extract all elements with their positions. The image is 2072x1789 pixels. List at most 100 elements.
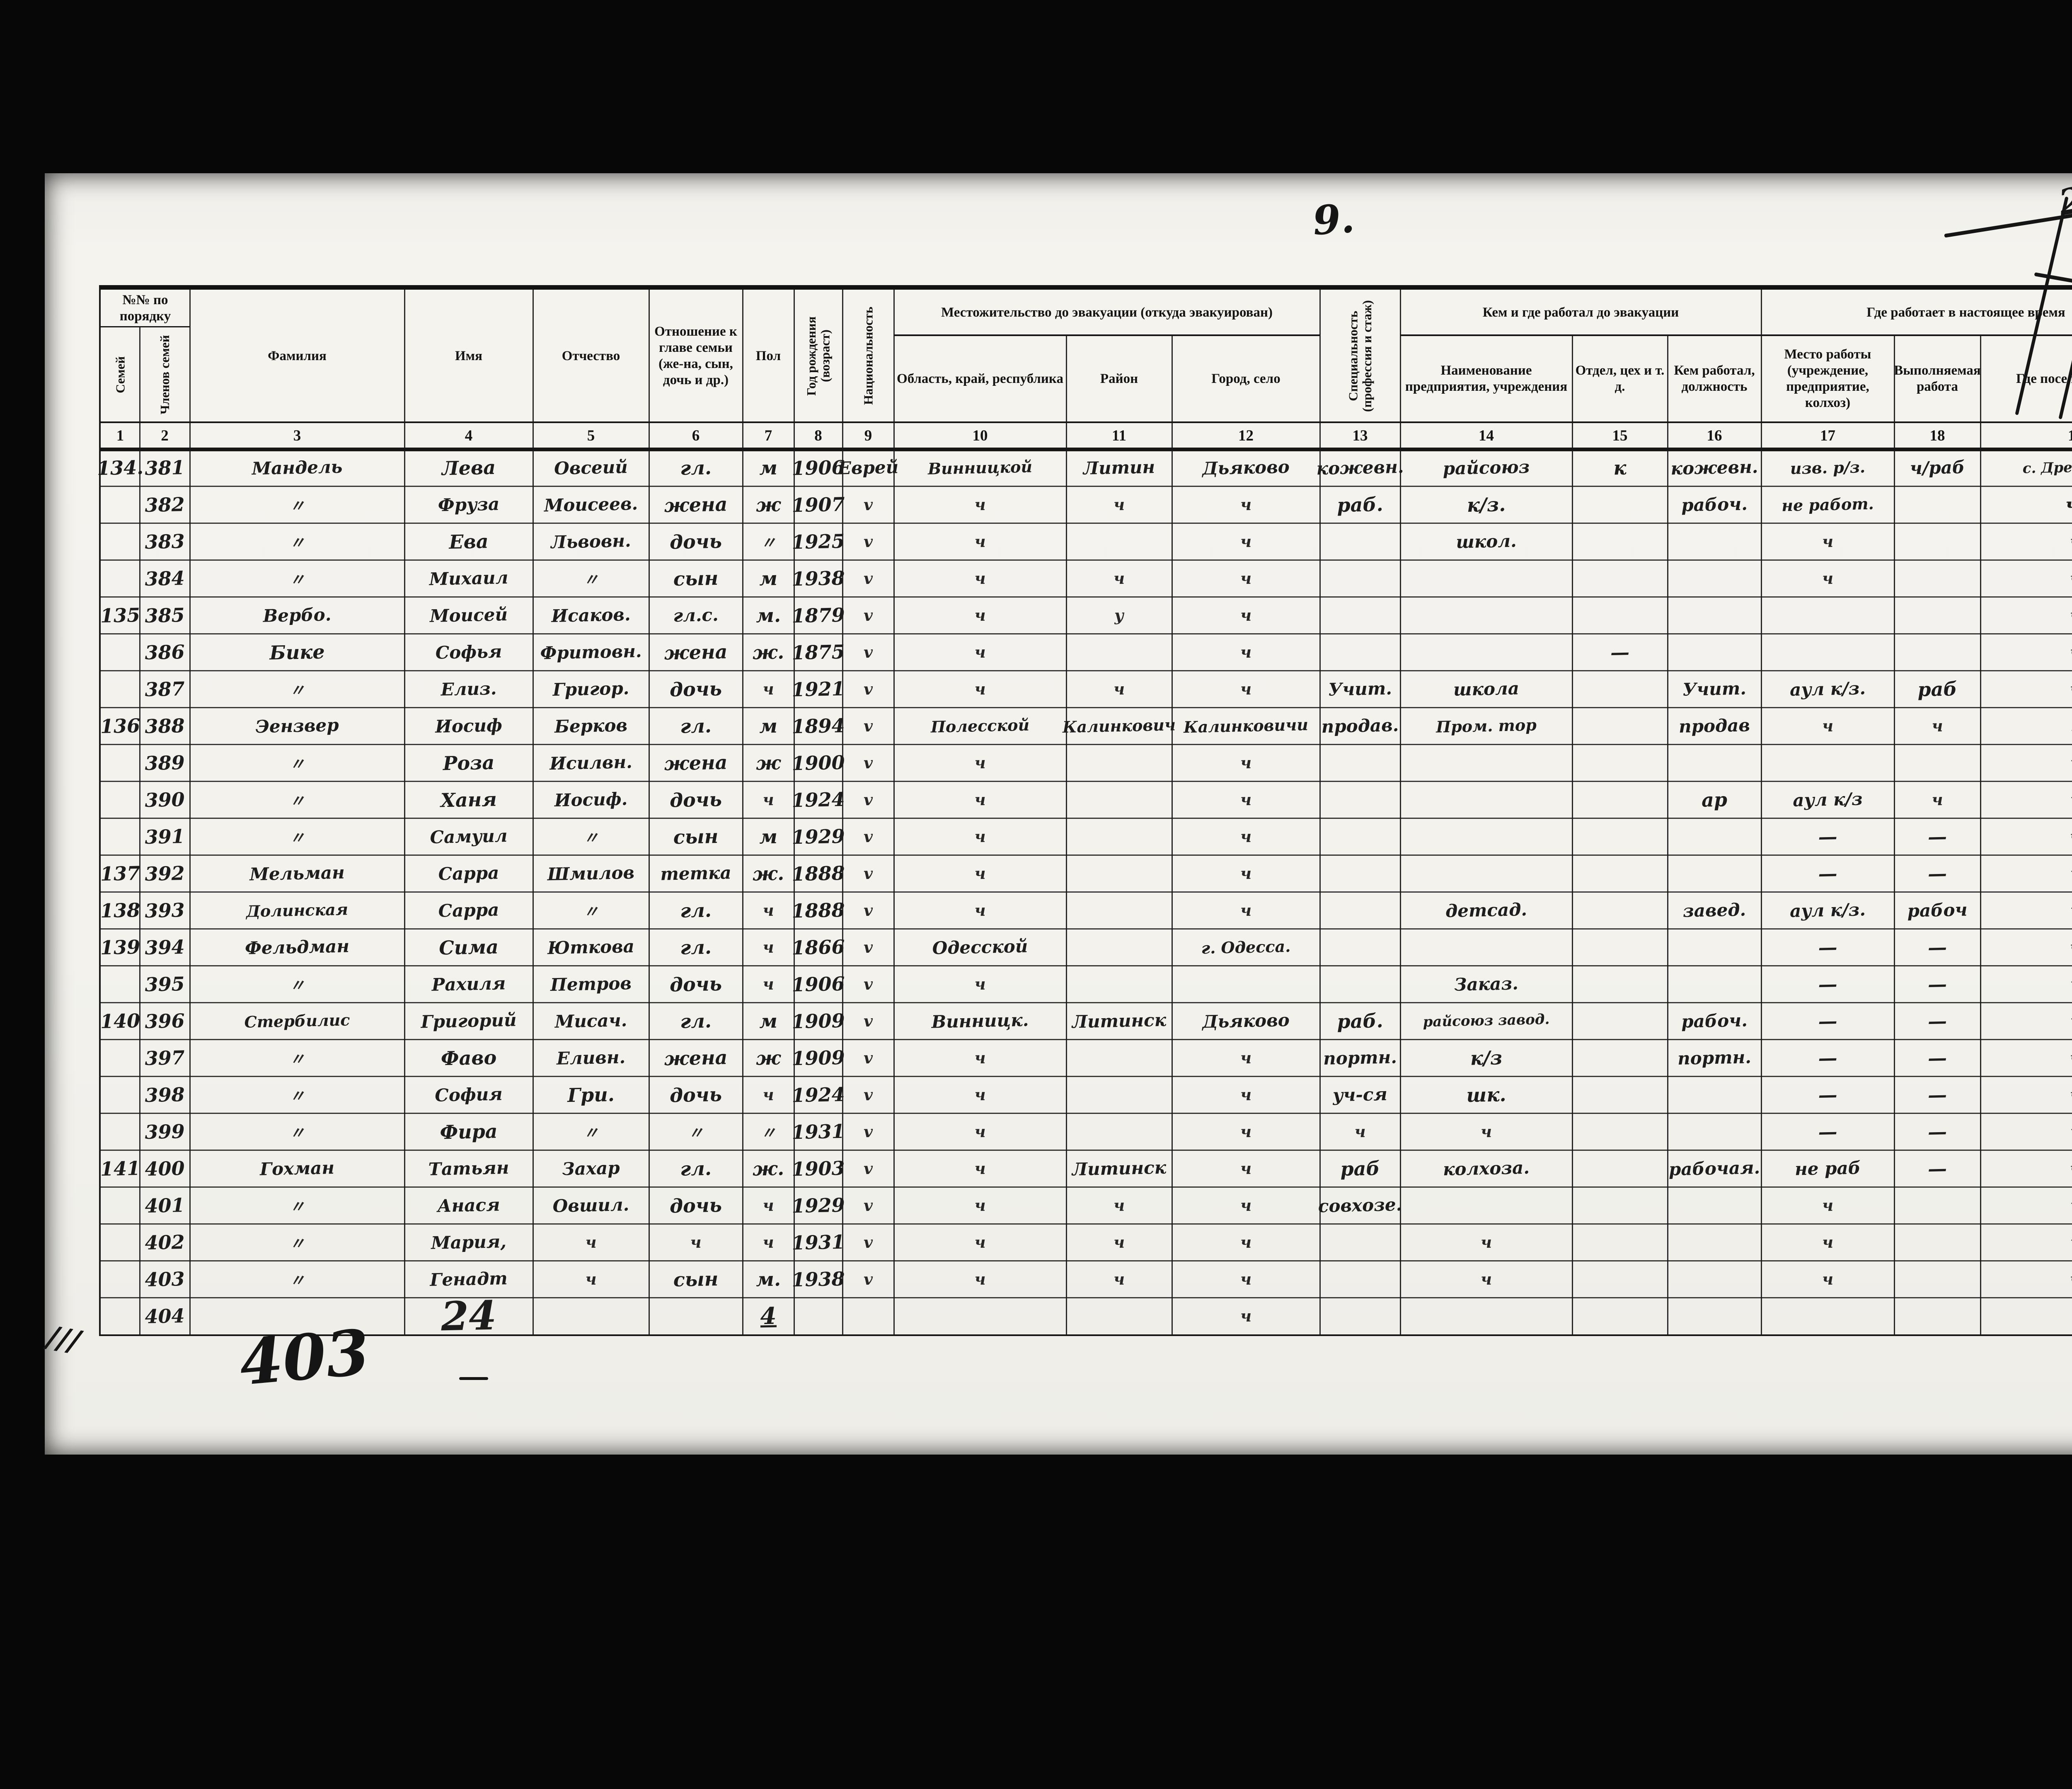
table-cell-r390-c7: ч: [762, 790, 775, 809]
column-number-3: 3: [293, 427, 301, 444]
table-cell-r398-c19: ч: [2070, 1085, 2072, 1104]
table-cell-r382-c5: Моисеев.: [544, 493, 638, 516]
table-cell-r385-c19: ч: [2070, 605, 2072, 625]
column-number-16: 16: [1706, 427, 1722, 444]
table-cell-r391-c6: сын: [673, 825, 719, 848]
document-paper: 9. 24 2 8 7 №№ по порядку Семей Членов семей…: [44, 171, 2072, 1455]
table-cell-r402-c6: ч: [690, 1232, 702, 1252]
table-cell-r403-c10: ч: [974, 1269, 986, 1289]
table-cell-r394-c1: 139: [100, 935, 140, 959]
grid-hline-worked: [1400, 334, 2072, 336]
grid-vline: [1400, 290, 1401, 1334]
grid-row-line: [101, 818, 2072, 819]
header-col-7: Пол: [755, 348, 781, 363]
table-cell-r396-c13: раб.: [1336, 1009, 1384, 1033]
table-cell-r387-c7: ч: [762, 679, 775, 699]
table-cell-r400-c2: 400: [144, 1157, 185, 1180]
table-cell-r385-c4: Моисей: [429, 604, 508, 626]
table-cell-r390-c18: ч: [1931, 790, 1944, 809]
table-cell-r395-c8: 1906: [791, 972, 845, 996]
column-number-8: 8: [814, 427, 822, 444]
column-number-5: 5: [587, 427, 595, 444]
table-cell-r384-c5: 〃: [583, 570, 599, 589]
table-cell-r390-c16: ар: [1701, 788, 1728, 811]
table-cell-r401-c17: ч: [1822, 1196, 1834, 1215]
table-cell-r402-c2: 402: [144, 1230, 185, 1254]
table-cell-r388-c19: 〃: [2067, 717, 2072, 737]
table-cell-r385-c12: ч: [1240, 605, 1252, 625]
table-cell-r394-c8: 1866: [791, 935, 845, 959]
table-cell-r393-c5: 〃: [583, 902, 599, 921]
grid-hline-header-bottom: [101, 448, 2072, 451]
table-cell-r390-c4: Ханя: [440, 788, 497, 811]
table-cell-r401-c2: 401: [144, 1193, 185, 1217]
table-cell-r399-c8: 1931: [791, 1120, 845, 1143]
table-cell-r394-c10: Одесской: [932, 936, 1028, 959]
table-cell-r394-c6: гл.: [680, 935, 712, 959]
grid-hline-order-group: [101, 326, 190, 327]
table-cell-r395-c9: v: [863, 974, 873, 994]
table-cell-r394-c9: v: [863, 937, 873, 957]
table-cell-r388-c11: Калинкович: [1062, 715, 1176, 736]
table-cell-r397-c12: ч: [1240, 1048, 1252, 1068]
table-cell-r382-c14: к/з.: [1467, 493, 1506, 516]
table-cell-r402-c19: v: [2070, 1232, 2072, 1252]
table-cell-r390-c17: аул к/з: [1792, 789, 1863, 811]
grid-row-line: [101, 744, 2072, 745]
table-cell-r397-c7: ж: [755, 1046, 781, 1070]
table-cell-r389-c12: ч: [1240, 753, 1252, 772]
table-cell-r392-c9: v: [863, 864, 873, 883]
table-cell-r383-c19: ч: [2070, 532, 2072, 551]
table-cell-r381-c10: Винницкой: [927, 457, 1033, 478]
table-cell-r397-c13: портн.: [1323, 1047, 1397, 1069]
header-col-12: Город, село: [1211, 371, 1280, 386]
table-cell-r389-c5: Исилвн.: [549, 751, 633, 774]
table-cell-r403-c3: 〃: [289, 1271, 305, 1290]
table-cell-r401-c6: дочь: [669, 1193, 722, 1217]
table-cell-r397-c4: Фаво: [441, 1046, 497, 1070]
column-number-6: 6: [692, 427, 700, 444]
table-cell-r390-c6: дочь: [669, 788, 722, 811]
table-cell-r395-c5: Петров: [550, 973, 632, 995]
column-number-12: 12: [1238, 427, 1254, 444]
table-cell-r382-c11: ч: [1113, 495, 1125, 514]
bottom-total: 403: [236, 1315, 373, 1400]
table-cell-r384-c17: ч: [1822, 569, 1834, 588]
grid-vline: [404, 290, 405, 1334]
table-cell-r395-c3: 〃: [289, 976, 305, 995]
table-cell-r392-c12: ч: [1240, 864, 1252, 883]
table-cell-r386-c12: ч: [1240, 642, 1252, 662]
table-cell-r398-c3: 〃: [289, 1086, 305, 1106]
table-cell-r402-c4: Мария,: [431, 1231, 507, 1253]
table-cell-r390-c19: v: [2070, 790, 2072, 809]
table-cell-r392-c4: Сарра: [438, 862, 499, 884]
table-cell-r383-c4: Ева: [448, 530, 489, 553]
table-cell-r382-c8: 1907: [791, 493, 845, 516]
table-cell-r395-c6: дочь: [669, 972, 722, 996]
table-cell-r394-c19: ч: [2070, 937, 2072, 957]
table-cell-r384-c4: Михаил: [429, 567, 508, 589]
table-cell-r381-c1: 134.: [97, 456, 144, 479]
table-cell-r401-c4: Анася: [437, 1194, 501, 1216]
table-cell-r396-c9: v: [863, 1011, 873, 1031]
table-cell-r401-c10: ч: [974, 1196, 986, 1215]
table-cell-r402-c3: 〃: [289, 1234, 305, 1253]
table-cell-r401-c19: v: [2070, 1196, 2072, 1215]
table-cell-r402-c12: ч: [1240, 1232, 1252, 1252]
grid-vline: [1761, 290, 1762, 1334]
table-cell-r396-c11: Литинск: [1072, 1009, 1167, 1032]
table-cell-r398-c14: шк.: [1466, 1083, 1506, 1106]
table-cell-r382-c9: v: [863, 495, 873, 514]
grid-row-line: [101, 781, 2072, 782]
table-cell-r400-c4: Татьян: [428, 1157, 509, 1180]
table-cell-r399-c7: 〃: [760, 1123, 777, 1143]
table-cell-r389-c19: v: [2070, 753, 2072, 772]
table-cell-r393-c10: ч: [974, 901, 986, 920]
bottom-dash: [459, 1377, 488, 1380]
table-cell-r401-c5: Овшил.: [552, 1194, 629, 1216]
table-cell-r403-c14: ч: [1480, 1269, 1492, 1289]
table-cell-r388-c6: гл.: [680, 714, 712, 738]
table-cell-r391-c19: ч: [2070, 827, 2072, 846]
table-cell-r386-c8: 1875: [791, 640, 845, 664]
